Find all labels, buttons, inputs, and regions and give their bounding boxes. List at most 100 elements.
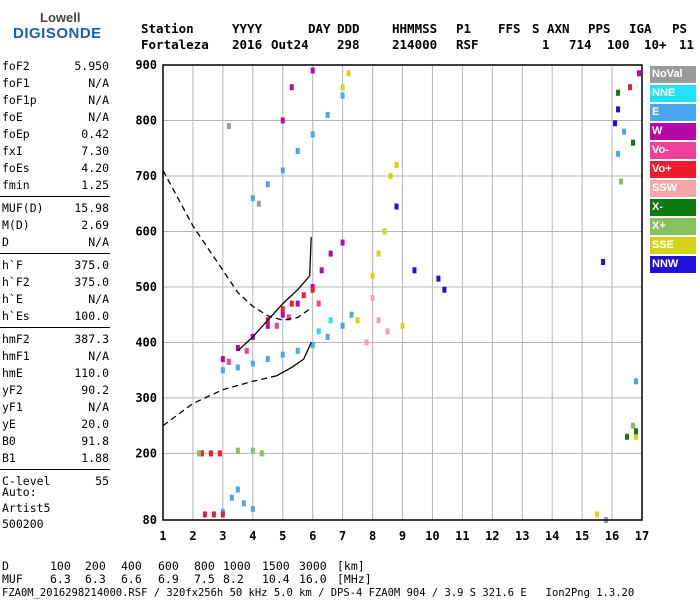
data-point	[325, 111, 330, 118]
data-point	[370, 295, 375, 302]
data-point	[328, 317, 333, 324]
data-point	[316, 300, 321, 307]
legend-item-noval: NoVal	[650, 66, 696, 83]
data-point	[265, 181, 270, 188]
header-value-7: 1	[542, 37, 550, 52]
footer-muf-value: 16.0	[299, 572, 327, 586]
param-row: h`F2 375.0	[2, 274, 109, 290]
param-key: C-level	[2, 474, 51, 488]
param-row: fmin 1.25	[2, 177, 109, 193]
y-tick-label: 400	[135, 335, 157, 349]
x-tick-label: 12	[485, 529, 499, 543]
param-value: N/A	[88, 235, 109, 249]
footer-file-info: FZA0M_2016298214000.RSF / 320fx256h 50 k…	[2, 587, 635, 599]
data-point	[235, 447, 240, 454]
data-point	[226, 358, 231, 365]
x-tick-label: 15	[575, 529, 589, 543]
auto-code: 500200	[2, 517, 44, 531]
x-tick-label: 8	[369, 529, 376, 543]
param-separator	[0, 196, 110, 197]
footer-muf-value: 6.6	[121, 572, 142, 586]
data-point	[196, 450, 201, 457]
data-point	[388, 172, 393, 179]
param-key: D	[2, 235, 9, 249]
legend-item-nnw: NNW	[650, 256, 696, 273]
data-point	[340, 322, 345, 329]
x-tick-label: 6	[309, 529, 316, 543]
data-point	[310, 131, 315, 138]
data-point	[442, 286, 447, 293]
data-point	[616, 150, 621, 157]
data-point	[250, 505, 255, 512]
data-point	[325, 333, 330, 340]
param-value: N/A	[88, 76, 109, 90]
data-point	[634, 378, 639, 385]
y-tick-label: 80	[143, 513, 157, 527]
data-point	[235, 344, 240, 351]
param-value: 4.20	[81, 161, 109, 175]
legend-item-ssw: SSW	[650, 180, 696, 197]
footer-distance-value: 1000	[223, 559, 251, 573]
legend-item-vo: Vo+	[650, 161, 696, 178]
param-row: foF2 5.950	[2, 58, 109, 74]
data-point	[265, 356, 270, 363]
data-point	[349, 311, 354, 318]
header-value-4: 214000	[392, 37, 438, 52]
param-row: D N/A	[2, 234, 109, 250]
header-value-2: Out24	[271, 37, 309, 52]
data-point	[634, 433, 639, 440]
footer-distance-value: 3000	[299, 559, 327, 573]
data-point	[400, 322, 405, 329]
x-tick-label: 13	[515, 529, 529, 543]
data-point	[301, 292, 306, 299]
footer-distance-value: 600	[158, 559, 179, 573]
data-point	[340, 239, 345, 246]
data-point	[637, 70, 642, 77]
data-point	[394, 203, 399, 210]
footer-muf-value: 6.3	[85, 572, 106, 586]
legend-item-x: X-	[650, 199, 696, 216]
data-point	[631, 422, 636, 429]
plot-frame	[162, 64, 643, 521]
data-point	[319, 267, 324, 274]
param-row: hmF2 387.3	[2, 331, 109, 347]
param-value: 7.30	[81, 144, 109, 158]
param-key: hmF1	[2, 349, 30, 363]
param-row: h`F 375.0	[2, 257, 109, 273]
y-tick-label: 300	[135, 391, 157, 405]
data-point	[244, 347, 249, 354]
data-point	[595, 511, 600, 518]
data-point	[235, 486, 240, 493]
data-point	[355, 317, 360, 324]
data-point	[310, 286, 315, 293]
header-value-1: 2016	[232, 37, 263, 52]
data-point	[280, 167, 285, 174]
data-point	[202, 511, 207, 518]
header-label-0: Station	[141, 21, 194, 36]
data-point	[628, 84, 633, 91]
data-point	[280, 351, 285, 358]
x-tick-label: 7	[339, 529, 346, 543]
data-point	[220, 356, 225, 363]
footer-muf-unit: [MHz]	[337, 572, 372, 586]
data-point	[376, 317, 381, 324]
data-point	[310, 67, 315, 74]
data-point	[286, 314, 291, 321]
param-value: 110.0	[74, 366, 109, 380]
data-point	[394, 161, 399, 168]
param-row: foE N/A	[2, 109, 109, 125]
param-key: B0	[2, 434, 16, 448]
footer-distance-value: 1500	[262, 559, 290, 573]
param-key: yF2	[2, 383, 23, 397]
footer-muf-value: 6.9	[158, 572, 179, 586]
param-row: foF1 N/A	[2, 75, 109, 91]
header-value-3: 298	[337, 37, 360, 52]
data-point	[376, 250, 381, 257]
x-tick-label: 10	[425, 529, 439, 543]
param-separator	[0, 327, 110, 328]
data-point	[289, 84, 294, 91]
param-separator	[0, 253, 110, 254]
legend-item-e: E	[650, 104, 696, 121]
param-row: yF1 N/A	[2, 399, 109, 415]
